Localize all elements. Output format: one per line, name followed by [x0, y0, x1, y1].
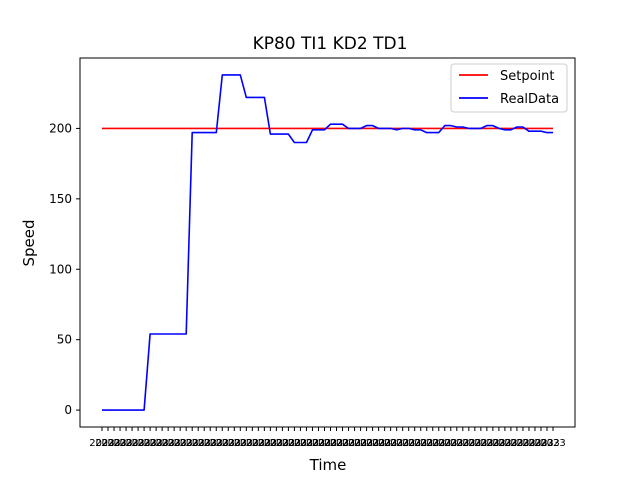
x-tick-label: 2023: [252, 438, 277, 449]
x-tick-label: 2023: [155, 438, 180, 449]
x-tick-label: 2023: [390, 438, 415, 449]
x-tick-label: 2023: [366, 438, 391, 449]
x-tick-label: 2023: [173, 438, 198, 449]
x-tick-label: 2023: [192, 438, 217, 449]
plot-frame: [79, 57, 576, 428]
x-tick-label: 2023: [318, 438, 343, 449]
legend-label-realdata: RealData: [500, 92, 559, 107]
x-tick-label: 2023: [222, 438, 247, 449]
x-tick-label: 2023: [378, 438, 403, 449]
x-tick-label: 2023: [288, 438, 313, 449]
y-tick-label: 50: [57, 333, 72, 347]
x-tick-label: 2023: [95, 438, 120, 449]
y-tick-label: 150: [49, 192, 72, 206]
x-tick-label: 2023: [468, 438, 493, 449]
x-tick-label: 2023: [414, 438, 439, 449]
x-tick-label: 2023: [324, 438, 349, 449]
x-tick-label: 2023: [113, 438, 138, 449]
x-tick-label: 2023: [179, 438, 204, 449]
x-tick-label: 2023: [101, 438, 126, 449]
x-tick-label: 2023: [185, 438, 210, 449]
x-tick-label: 2023: [204, 438, 229, 449]
x-tick-label: 2023: [228, 438, 253, 449]
x-tick-label: 2023: [426, 438, 451, 449]
x-tick-label: 2023: [210, 438, 235, 449]
x-tick-label: 2023: [474, 438, 499, 449]
x-tick-label: 2023: [167, 438, 192, 449]
x-tick-label: 2023: [438, 438, 463, 449]
x-tick-label: 2023: [119, 438, 144, 449]
x-tick-label: 2023: [504, 438, 529, 449]
x-tick-label: 2023: [312, 438, 337, 449]
x-tick-label: 2023: [342, 438, 367, 449]
x-tick-label: 2023: [246, 438, 271, 449]
y-axis-label: Speed: [20, 219, 38, 266]
x-tick-label: 2023: [143, 438, 168, 449]
x-tick-label: 2023: [444, 438, 469, 449]
x-tick-label: 2023: [408, 438, 433, 449]
x-tick-label: 2023: [270, 438, 295, 449]
x-tick-label: 2023: [240, 438, 265, 449]
y-tick-label: 200: [49, 121, 72, 135]
x-tick-label: 2023: [522, 438, 547, 449]
x-tick-label: 2023: [534, 438, 559, 449]
x-tick-label: 2023: [300, 438, 325, 449]
x-tick-label: 2023: [432, 438, 457, 449]
x-tick-label: 2023: [456, 438, 481, 449]
x-tick-label: 2023: [354, 438, 379, 449]
series-line-realdata: [102, 74, 553, 411]
x-tick-label: 2023: [480, 438, 505, 449]
x-tick-label: 2023: [89, 438, 114, 449]
x-tick-label: 2023: [462, 438, 487, 449]
x-tick-label: 2023: [125, 438, 150, 449]
x-tick-label: 2023: [131, 438, 156, 449]
x-tick-label: 2023: [276, 438, 301, 449]
chart-title: KP80 TI1 KD2 TD1: [253, 34, 408, 54]
x-tick-label: 2023: [336, 438, 361, 449]
x-tick-label: 2023: [540, 438, 565, 449]
legend-box: [450, 63, 568, 113]
x-tick-label: 2023: [396, 438, 421, 449]
x-tick-label: 2023: [348, 438, 373, 449]
x-tick-label: 2023: [360, 438, 385, 449]
x-axis-label: Time: [309, 456, 347, 474]
x-tick-label: 2023: [330, 438, 355, 449]
x-tick-label: 2023: [198, 438, 223, 449]
y-axis: 0 50 100 150 200: [49, 121, 80, 417]
x-tick-label: 2023: [528, 438, 553, 449]
x-tick-label: 2023: [294, 438, 319, 449]
x-tick-label: 2023: [486, 438, 511, 449]
x-tick-label: 2023: [420, 438, 445, 449]
series-layer: [102, 74, 553, 411]
legend-label-setpoint: Setpoint: [500, 69, 555, 84]
x-tick-label: 2023: [137, 438, 162, 449]
x-tick-label: 2023: [161, 438, 186, 449]
x-tick-label: 2023: [372, 438, 397, 449]
legend: Setpoint RealData: [450, 63, 568, 113]
x-tick-label: 2023: [510, 438, 535, 449]
x-tick-label: 2023: [450, 438, 475, 449]
x-tick-label: 2023: [264, 438, 289, 449]
x-tick-label: 2023: [492, 438, 517, 449]
x-tick-label: 2023: [498, 438, 523, 449]
x-tick-label: 2023: [258, 438, 283, 449]
x-tick-label: 2023: [516, 438, 541, 449]
x-tick-label: 2023: [306, 438, 331, 449]
x-tick-label: 2023: [107, 438, 132, 449]
x-tick-label: 2023: [402, 438, 427, 449]
x-tick-label: 2023: [384, 438, 409, 449]
x-tick-label: 2023: [234, 438, 259, 449]
x-axis: 2023202320232023202320232023202320232023…: [89, 427, 566, 449]
y-tick-label: 100: [49, 262, 72, 276]
x-tick-label: 2023: [149, 438, 174, 449]
y-tick-label: 0: [64, 403, 72, 417]
x-tick-label: 2023: [282, 438, 307, 449]
x-tick-label: 2023: [216, 438, 241, 449]
